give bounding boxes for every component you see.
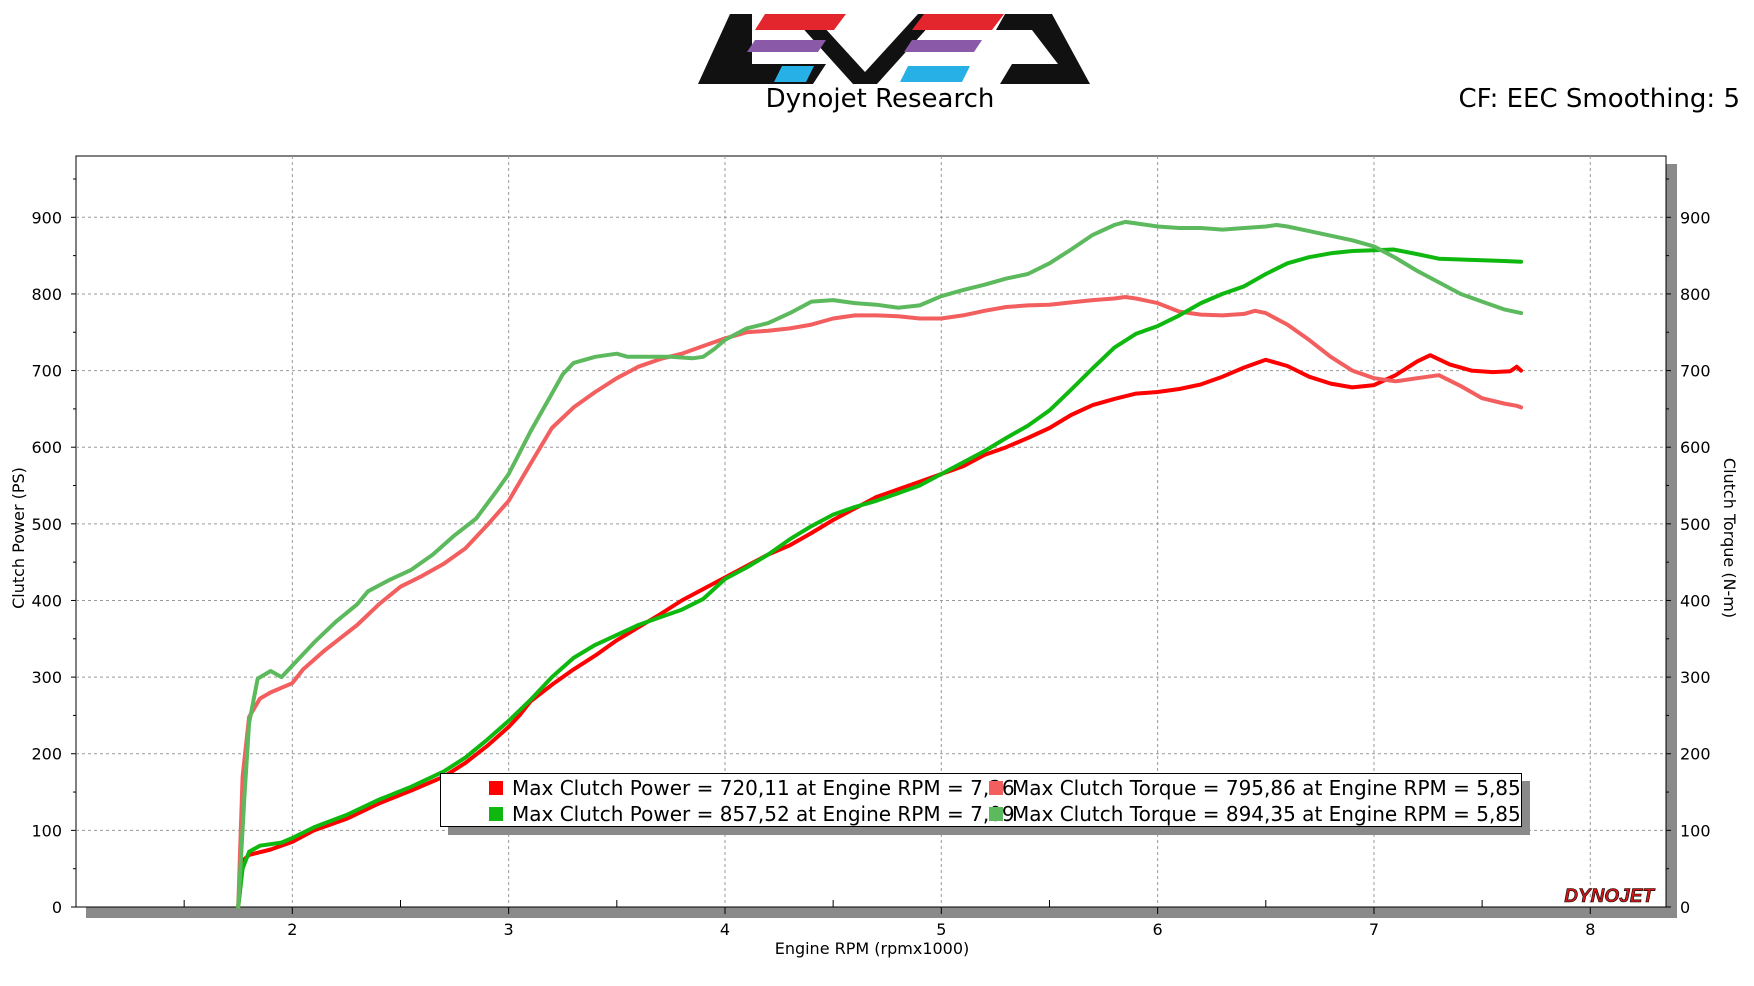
- y-tick-label: 0: [52, 898, 62, 917]
- plot-shadow-bottom: [86, 906, 1677, 918]
- y2-tick-label: 100: [1680, 821, 1711, 840]
- legend-swatch-red-power: [489, 781, 503, 795]
- series-line-0: [236, 353, 1524, 909]
- y-tick-label: 100: [31, 821, 62, 840]
- x-tick-label: 3: [504, 920, 514, 939]
- x-axis-label: Engine RPM (rpmx1000): [775, 939, 970, 958]
- logo-bar-purple: [904, 40, 982, 52]
- x-tick-label: 5: [936, 920, 946, 939]
- logo-bar-red: [755, 14, 846, 30]
- y-tick-label: 800: [31, 285, 62, 304]
- x-tick-label: 2: [287, 920, 297, 939]
- x-tick-label: 7: [1369, 920, 1379, 939]
- logo-letter-rbracket: [996, 14, 1090, 84]
- y2-tick-label: 500: [1680, 515, 1711, 534]
- legend-item: Max Clutch Power = 720,11 at Engine RPM …: [489, 776, 1015, 800]
- y2-tick-label: 800: [1680, 285, 1711, 304]
- legend-item: Max Clutch Power = 857,52 at Engine RPM …: [489, 802, 1015, 826]
- logo-bar-purple: [747, 40, 826, 52]
- y2-tick-label: 700: [1680, 362, 1711, 381]
- y-tick-label: 600: [31, 438, 62, 457]
- legend: Max Clutch Power = 720,11 at Engine RPM …: [440, 773, 1522, 827]
- y-tick-label: 900: [31, 208, 62, 227]
- dynojet-watermark: DYNOJET: [1564, 886, 1655, 907]
- y2-tick-label: 0: [1680, 898, 1690, 917]
- legend-label: Max Clutch Torque = 795,86 at Engine RPM…: [1012, 776, 1521, 800]
- logo-bar-red: [912, 14, 1004, 30]
- y-tick-label: 500: [31, 515, 62, 534]
- y2-tick-label: 300: [1680, 668, 1711, 687]
- x-tick-label: 8: [1585, 920, 1595, 939]
- y-axis-label: Clutch Power (PS): [9, 467, 28, 609]
- logo-letter-v: [790, 14, 940, 84]
- y-tick-label: 700: [31, 362, 62, 381]
- legend-item: Max Clutch Torque = 795,86 at Engine RPM…: [989, 776, 1521, 800]
- y2-tick-label: 200: [1680, 745, 1711, 764]
- y2-tick-label: 900: [1680, 208, 1711, 227]
- settings-text: CF: EEC Smoothing: 5: [1458, 84, 1740, 114]
- series-line-3: [236, 219, 1524, 909]
- series-lines: [236, 219, 1524, 909]
- legend-label: Max Clutch Power = 720,11 at Engine RPM …: [512, 776, 1015, 800]
- grid-lines: [76, 156, 1666, 907]
- legend-item: Max Clutch Torque = 894,35 at Engine RPM…: [989, 802, 1521, 826]
- legend-label: Max Clutch Power = 857,52 at Engine RPM …: [512, 802, 1015, 826]
- plot-shadow-right: [1666, 164, 1677, 918]
- axes: 0 0 100 100 200 200 300 300 400 400 500 500 600 600 70…: [31, 178, 1711, 939]
- y-tick-label: 200: [31, 745, 62, 764]
- company-name: Dynojet Research: [765, 84, 995, 114]
- y2-axis-label: Clutch Torque (N-m): [1720, 458, 1739, 618]
- legend-swatch-red-torque: [989, 781, 1003, 795]
- logo-bar-cyan: [900, 66, 970, 82]
- legend-swatch-green-torque: [989, 807, 1003, 821]
- legend-label: Max Clutch Torque = 894,35 at Engine RPM…: [1012, 802, 1521, 826]
- series-line-2: [236, 247, 1524, 909]
- y2-tick-label: 600: [1680, 438, 1711, 457]
- y-tick-label: 300: [31, 668, 62, 687]
- x-tick-label: 6: [1153, 920, 1163, 939]
- logo-bar-cyan: [774, 66, 814, 82]
- legend-swatch-green-power: [489, 807, 503, 821]
- x-tick-label: 4: [720, 920, 730, 939]
- level-logo: [698, 14, 1090, 84]
- series-line-1: [236, 295, 1524, 909]
- y-tick-label: 400: [31, 591, 62, 610]
- y2-tick-label: 400: [1680, 591, 1711, 610]
